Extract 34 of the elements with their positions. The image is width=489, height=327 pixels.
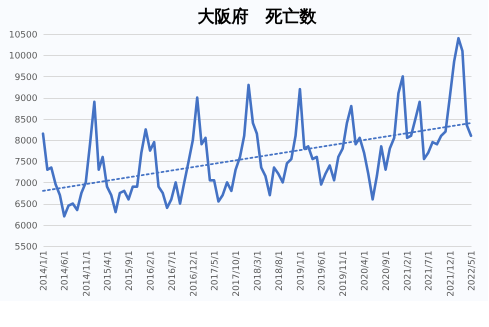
x-tick-label: 2021/7/1 (424, 250, 435, 291)
x-tick-label: 2016/7/1 (168, 250, 178, 291)
y-tick-label: 8500 (14, 115, 38, 126)
x-tick-label: 2017/10/1 (232, 250, 242, 297)
y-tick-label: 10000 (8, 52, 38, 62)
x-tick-label: 2015/9/1 (125, 250, 136, 291)
y-tick-label: 9000 (14, 94, 38, 104)
x-tick-label: 2019/1/1 (296, 250, 306, 291)
x-tick-label: 2022/5/1 (468, 250, 478, 291)
y-tick-label: 8000 (14, 136, 38, 146)
x-tick-label: 2020/4/1 (360, 250, 371, 291)
x-tick-label: 2019/11/1 (339, 250, 350, 297)
x-tick-label: 2021/12/1 (446, 250, 456, 297)
x-tick-label: 2016/2/1 (146, 250, 157, 291)
x-tick-label: 2014/6/1 (60, 250, 71, 291)
chart-title: 大阪府 死亡数 (198, 7, 318, 27)
line-series (42, 36, 472, 218)
x-tick-label: 2016/12/1 (189, 250, 200, 297)
x-tick-label: 2017/5/1 (210, 250, 221, 291)
y-tick-label: 6000 (14, 221, 38, 232)
y-tick-label: 10500 (8, 30, 38, 40)
x-tick-label: 2021/2/1 (404, 250, 414, 291)
y-tick-label: 5500 (14, 242, 38, 252)
y-tick-label: 6500 (14, 200, 38, 210)
y-tick-label: 7500 (14, 158, 38, 168)
x-tick-label: 2018/3/1 (253, 250, 264, 291)
y-tick-label: 7000 (14, 178, 38, 189)
x-tick-label: 2020/9/1 (382, 250, 392, 291)
y-tick-label: 9500 (14, 72, 38, 83)
x-tick-label: 2015/4/1 (104, 250, 114, 291)
x-tick-label: 2018/8/1 (274, 250, 285, 291)
x-tick-label: 2019/6/1 (318, 250, 328, 291)
x-tick-label: 2014/11/1 (82, 250, 92, 297)
x-tick-label: 2014/1/1 (40, 250, 50, 291)
